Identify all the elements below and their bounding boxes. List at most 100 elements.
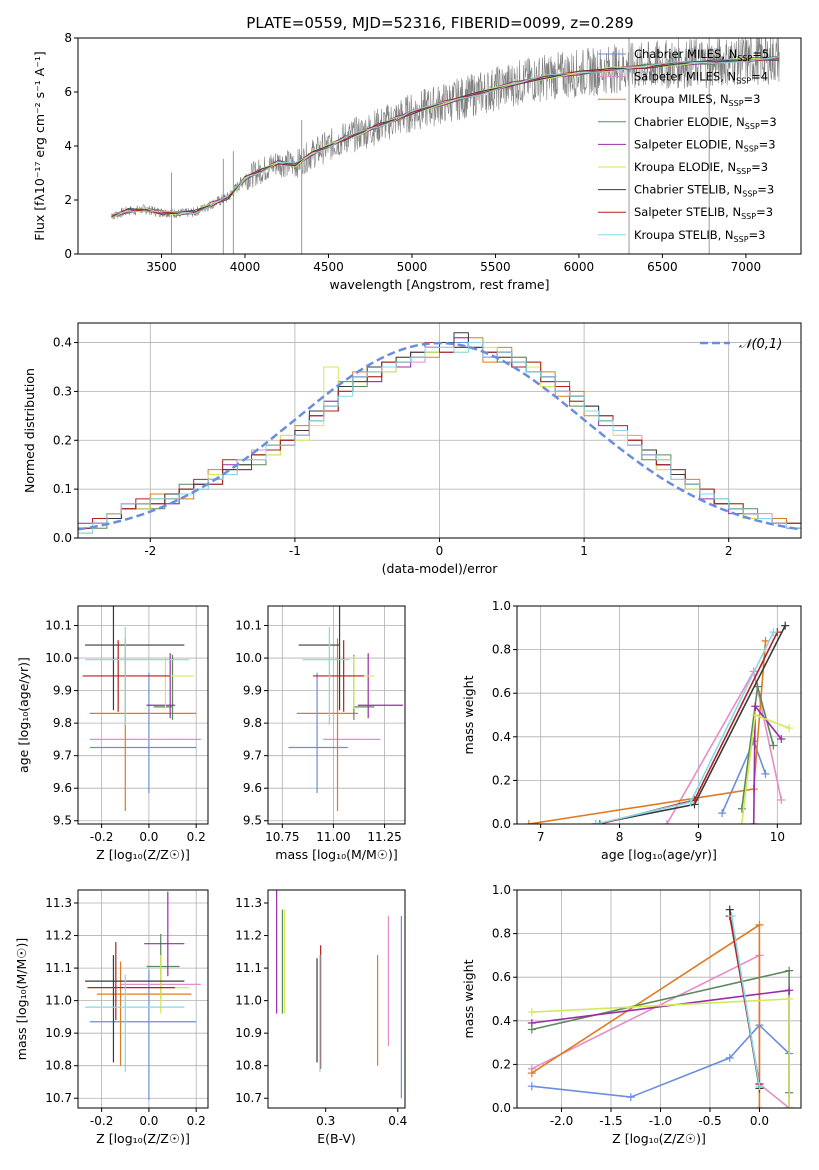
y-tick-label: 10.1	[235, 619, 262, 633]
plot-area	[111, 38, 780, 254]
y-tick-label: 11.3	[235, 896, 262, 910]
axes-frame: -0.2 0.0 0.2 9.5 9.6 9.7 9.8 9.9 10.0 10.1 Z [log₁…	[16, 605, 209, 862]
plot-area	[82, 606, 201, 811]
mass-weight-point	[785, 986, 794, 995]
plot-area	[85, 891, 201, 1100]
legend-label: Chabrier MILES, NSSP=5	[634, 47, 769, 63]
x-tick-label: 5000	[397, 260, 428, 274]
x-tick-label: 5500	[480, 260, 511, 274]
mass-weight-point	[785, 724, 794, 733]
y-tick-label: 11.1	[45, 961, 72, 975]
legend-subscript: SSP	[742, 190, 757, 199]
x-tick-label: 2	[725, 544, 733, 558]
x-tick-label: 0.0	[750, 1114, 769, 1128]
y-tick-label: 0.1	[53, 482, 72, 496]
y-tick-label: 11.3	[45, 896, 72, 910]
y-tick-label: 2	[64, 193, 72, 207]
legend-label: Chabrier ELODIE, NSSP=3	[634, 115, 777, 131]
legend-label: Kroupa MILES, NSSP=3	[634, 92, 760, 108]
massweight-vs-age-panel: 7 8 9 10 0.0 0.2 0.4 0.6 0.8 1.0 age [log₁₀(age/yr…	[461, 599, 802, 862]
y-tick-label: 10.9	[235, 1026, 262, 1040]
y-axis-label: mass weight	[461, 959, 476, 1038]
y-tick-label: 0.2	[492, 773, 511, 787]
legend-label: Kroupa STELIB, NSSP=3	[634, 228, 765, 244]
y-tick-label: 11.0	[45, 994, 72, 1008]
mass-vs-metallicity-panel: -0.2 0.0 0.2 10.7 10.8 10.9 11.0 11.1 11.2 11.3 Z …	[14, 889, 209, 1146]
legend: 𝒩(0,1)	[700, 337, 782, 352]
mass-weight-point	[755, 1082, 764, 1091]
y-tick-label: 0.0	[492, 817, 511, 831]
mass-weight-point	[626, 1093, 635, 1102]
legend-label: Kroupa ELODIE, NSSP=3	[634, 160, 768, 176]
mass-weight-point	[769, 628, 778, 637]
mass-weight-line	[741, 713, 790, 824]
x-axis-label: age [log₁₀(age/yr)]	[601, 847, 717, 862]
x-tick-label: 0.2	[187, 1114, 206, 1128]
mass-weight-point	[755, 1104, 764, 1108]
y-tick-label: 4	[64, 139, 72, 153]
legend-value: =4	[751, 70, 768, 84]
legend-value: =3	[749, 228, 766, 242]
mass-weight-point	[781, 621, 790, 630]
y-tick-label: 9.7	[53, 749, 72, 763]
x-tick-label: 7	[537, 830, 545, 844]
x-tick-label: -1	[289, 544, 301, 558]
x-tick-label: 9	[695, 830, 703, 844]
legend-subscript: SSP	[745, 122, 760, 131]
y-tick-label: 0.8	[492, 643, 511, 657]
mass-weight-point	[527, 1008, 536, 1017]
legend-value: =3	[756, 205, 773, 219]
y-tick-label: 11.0	[235, 994, 262, 1008]
model-spectrum-line	[111, 59, 780, 218]
grid	[78, 890, 208, 1108]
y-tick-label: 9.5	[243, 814, 262, 828]
grid	[268, 606, 405, 824]
x-tick-label: 10.75	[265, 830, 299, 844]
mass-weight-point	[751, 711, 760, 719]
mass-weight-point	[737, 804, 746, 813]
grid	[78, 606, 208, 824]
mass-weight-point	[527, 1082, 536, 1091]
axes-frame-rect	[516, 889, 802, 1109]
x-tick-label: -0.2	[90, 830, 113, 844]
axes-frame-rect	[516, 605, 802, 825]
mass-weight-point	[727, 912, 736, 921]
y-tick-label: 11.1	[235, 961, 262, 975]
y-tick-label: 9.5	[53, 814, 72, 828]
y-tick-label: 0.8	[492, 927, 511, 941]
x-axis-label: Z [log₁₀(Z/Z☉)]	[96, 847, 190, 862]
mass-weight-point	[718, 809, 727, 818]
y-tick-label: 9.7	[243, 749, 262, 763]
mass-weight-point	[591, 820, 600, 824]
y-tick-label: 9.6	[53, 781, 72, 795]
mass-weight-point	[777, 796, 786, 805]
y-tick-label: 11.2	[235, 929, 262, 943]
legend-label: Salpeter STELIB, NSSP=3	[634, 205, 773, 221]
legend-subscript: SSP	[729, 99, 744, 108]
x-tick-label: 8	[616, 830, 624, 844]
axes-frame: -2 -1 0 1 2 0.0 0.1 0.2 0.3 0.4 (data-model)/error…	[22, 322, 802, 576]
y-tick-label: 10.0	[45, 651, 72, 665]
y-tick-label: 0.0	[492, 1101, 511, 1115]
mass-weight-point	[777, 734, 786, 743]
axes-frame-rect	[77, 605, 209, 825]
x-axis-label: (data-model)/error	[382, 561, 499, 576]
legend-subscript: SSP	[737, 54, 752, 63]
x-axis-label: Z [log₁₀(Z/Z☉)]	[612, 1131, 706, 1146]
axes-frame: 0.3 0.4 10.7 10.8 10.9 11.0 11.1 11.2 11.3 E(B-V)	[235, 889, 407, 1146]
x-tick-label: -2.0	[550, 1114, 573, 1128]
x-tick-label: -0.2	[90, 1114, 113, 1128]
x-tick-label: 6500	[647, 260, 678, 274]
y-tick-label: 11.2	[45, 929, 72, 943]
mass-weight-point	[527, 1069, 536, 1078]
mass-weight-point	[769, 741, 778, 750]
y-tick-label: 10.7	[235, 1091, 262, 1105]
x-tick-label: -0.5	[698, 1114, 721, 1128]
legend-label: Salpeter MILES, NSSP=4	[634, 70, 768, 86]
legend-value: =3	[759, 137, 776, 151]
legend-subscript: SSP	[736, 167, 751, 176]
y-tick-label: 8	[64, 31, 72, 45]
x-tick-label: 11.25	[367, 830, 401, 844]
mass-weight-point	[755, 920, 764, 929]
x-tick-label: 0.3	[316, 1114, 335, 1128]
